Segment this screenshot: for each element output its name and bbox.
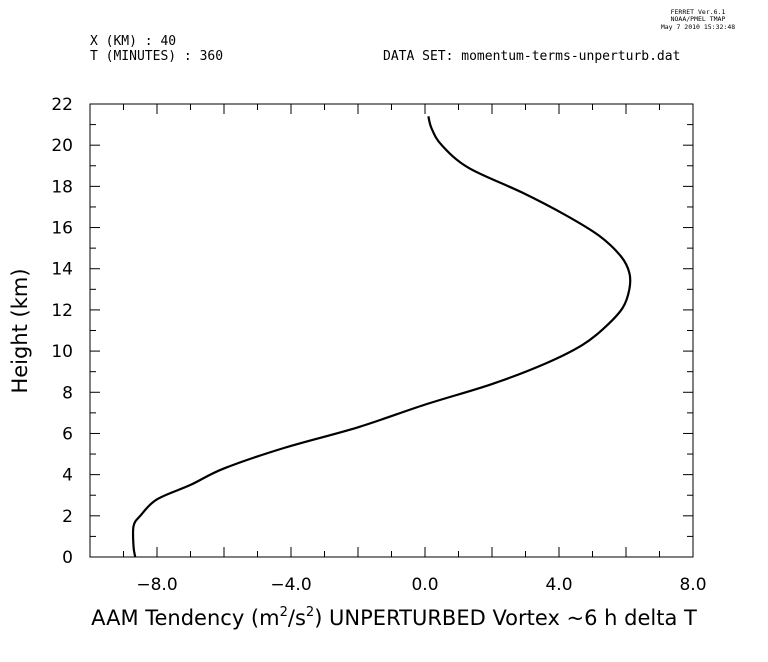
x-axis-title-superscript-1: 2 <box>280 605 288 620</box>
program-line-3: May 7 2010 15:32:48 <box>661 23 735 31</box>
series-line <box>131 116 632 558</box>
y-tick-label: 6 <box>62 424 73 444</box>
y-tick-label: 20 <box>51 136 73 156</box>
x-tick-label: 8.0 <box>679 575 706 595</box>
y-tick-label: 18 <box>51 177 73 197</box>
time-label: T (MINUTES) : 360 <box>90 49 223 64</box>
x-tick-label: −8.0 <box>136 575 177 595</box>
x-axis-title-superscript-2: 2 <box>306 605 314 620</box>
x-axis-title-part-2: /s <box>288 606 306 630</box>
dataset-label: DATA SET: momentum-terms-unperturb.dat <box>383 49 680 64</box>
y-tick-label: 16 <box>51 219 73 239</box>
x-tick-labels: −8.0 −4.0 0.0 4.0 8.0 <box>136 575 706 595</box>
x-tick-label: 4.0 <box>545 575 572 595</box>
y-tick-label: 10 <box>51 342 73 362</box>
y-tick-label: 2 <box>62 507 73 527</box>
y-tick-label: 0 <box>62 548 73 568</box>
x-tick-label: −4.0 <box>270 575 311 595</box>
x-tick-label: 0.0 <box>411 575 438 595</box>
x-axis-title-part-1: AAM Tendency (m <box>91 606 279 630</box>
y-tick-label: 12 <box>51 301 73 321</box>
y-tick-labels: 0 2 4 6 8 10 12 14 16 18 20 22 <box>51 95 73 568</box>
y-tick-label: 22 <box>51 95 73 115</box>
series-group <box>131 116 632 558</box>
program-line-1: FERRET Ver.6.1 <box>671 8 726 16</box>
y-tick-label: 4 <box>62 466 73 486</box>
x-position-label: X (KM) : 40 <box>90 34 176 49</box>
program-line-2: NOAA/PMEL TMAP <box>671 15 726 23</box>
x-axis-title-part-3: ) UNPERTURBED Vortex ~6 h delta T <box>314 606 697 630</box>
axis-ticks <box>89 103 694 558</box>
y-tick-label: 14 <box>51 260 73 280</box>
y-tick-label: 8 <box>62 383 73 403</box>
y-axis-title: Height (km) <box>8 268 32 393</box>
x-axis-title: AAM Tendency (m2/s2) UNPERTURBED Vortex … <box>91 605 697 630</box>
